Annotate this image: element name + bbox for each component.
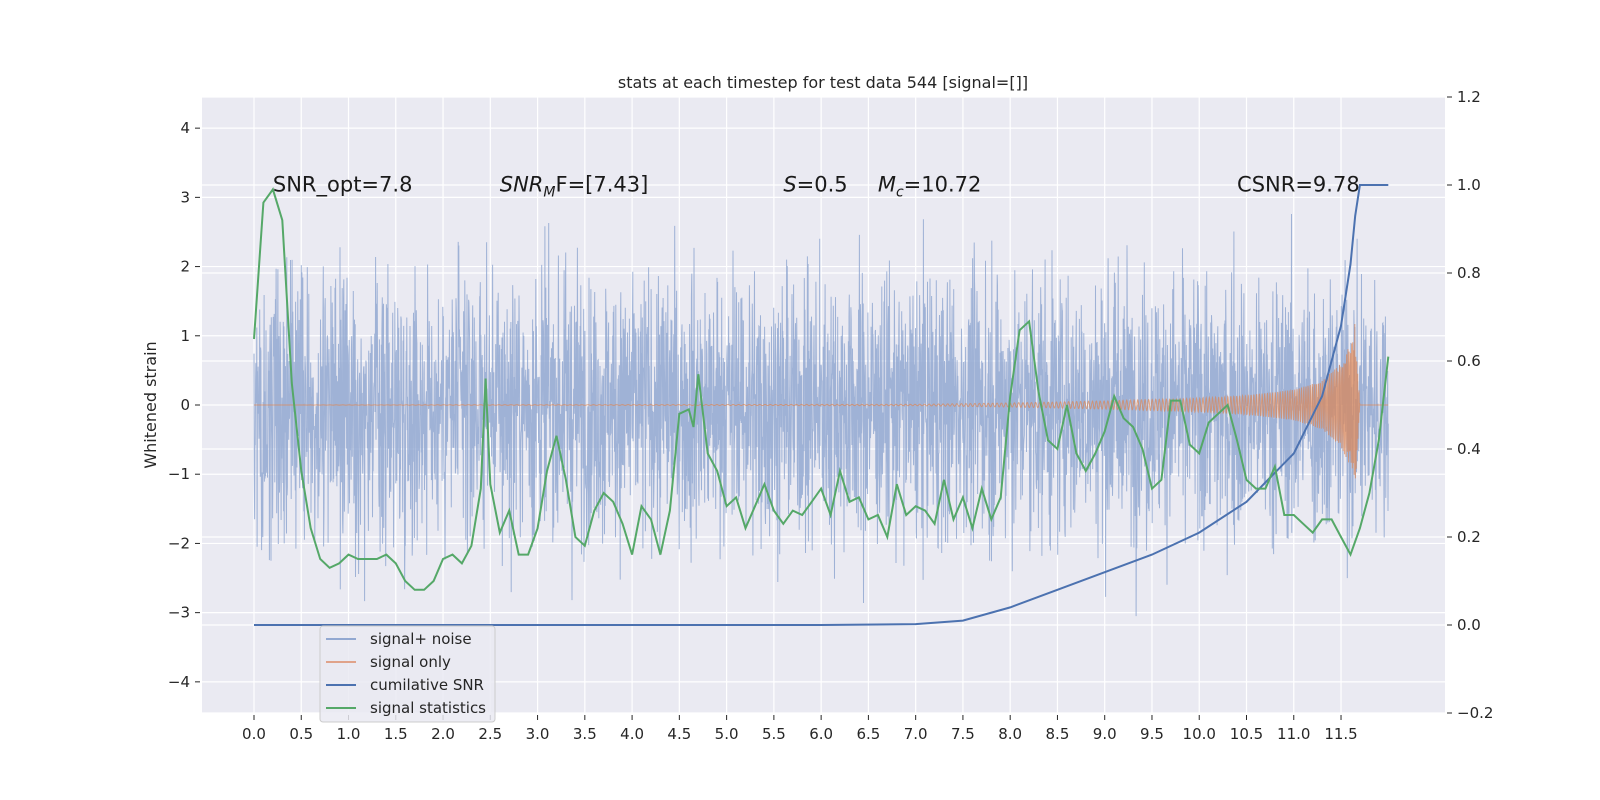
legend-label-signal-statistics: signal statistics [370, 699, 486, 717]
y2-tick-label-1: 0.0 [1457, 616, 1481, 634]
legend-label-signal-noise: signal+ noise [370, 630, 472, 648]
y2-tick-label-6: 1.0 [1457, 176, 1481, 194]
bottom-axis: 0.0 0.5 1.0 1.5 2.0 2.5 3.0 3.5 4.0 4.5 5.0 5.5 6.0 6… [242, 715, 1358, 743]
y-tick-label-7: 3 [180, 188, 190, 206]
y-tick-label-4: 0 [180, 396, 190, 414]
y2-tick-label-0: −0.2 [1457, 704, 1493, 722]
x-tick-label-8: 4.0 [620, 725, 644, 743]
y-tick-label-0: −4 [168, 673, 190, 691]
x-tick-label-21: 10.5 [1230, 725, 1263, 743]
legend-box [319, 625, 496, 723]
x-tick-label-16: 8.0 [998, 725, 1022, 743]
x-tick-label-12: 6.0 [809, 725, 833, 743]
x-tick-label-13: 6.5 [856, 725, 880, 743]
annotation-1: SNRMF=[7.43] [500, 173, 649, 201]
legend-label-signal-only: signal only [370, 653, 451, 671]
y-tick-label-5: 1 [180, 327, 190, 345]
annotation-2: S=0.5 [783, 173, 847, 197]
x-tick-label-3: 1.5 [384, 725, 408, 743]
legend: signal+ noise signal only cumilative SNR… [319, 625, 496, 723]
annotation-2-after: =0.5 [797, 173, 848, 197]
y-tick-label-8: 4 [180, 119, 190, 137]
x-tick-label-22: 11.0 [1277, 725, 1310, 743]
x-tick-label-0: 0.0 [242, 725, 266, 743]
series-signal-noise-line [253, 213, 1389, 617]
y-axis-label: Whitened strain [141, 341, 160, 468]
y2-tick-label-3: 0.4 [1457, 440, 1481, 458]
annotation-4-main: CSNR=9.78 [1237, 173, 1360, 197]
annotation-1-main: SNR [500, 173, 544, 197]
y-tick-label-3: −1 [168, 465, 190, 483]
x-tick-label-20: 10.0 [1183, 725, 1216, 743]
y-tick-label-6: 2 [180, 258, 190, 276]
annotation-3-main: M [878, 173, 896, 197]
series-layer [253, 184, 1390, 626]
x-tick-label-6: 3.0 [526, 725, 550, 743]
x-tick-label-15: 7.5 [951, 725, 975, 743]
x-tick-label-19: 9.5 [1140, 725, 1164, 743]
x-tick-label-5: 2.5 [478, 725, 502, 743]
chart-title: stats at each timestep for test data 544… [618, 73, 1028, 92]
x-tick-label-18: 9.0 [1093, 725, 1117, 743]
x-tick-label-1: 0.5 [289, 725, 313, 743]
x-tick-label-14: 7.0 [904, 725, 928, 743]
x-tick-label-4: 2.0 [431, 725, 455, 743]
x-tick-label-17: 8.5 [1046, 725, 1070, 743]
series-cumulative-snr-line [254, 184, 1389, 626]
x-tick-label-23: 11.5 [1324, 725, 1357, 743]
x-tick-label-7: 3.5 [573, 725, 597, 743]
y2-tick-label-2: 0.2 [1457, 528, 1481, 546]
annotation-4: CSNR=9.78 [1237, 173, 1360, 197]
annotation-2-main: S [783, 173, 796, 197]
y2-tick-label-4: 0.6 [1457, 352, 1481, 370]
left-axis: −4 −3 −2 −1 0 1 2 3 4 [168, 119, 200, 691]
annotation-3: Mc=10.72 [878, 173, 982, 201]
x-tick-label-10: 5.0 [715, 725, 739, 743]
right-axis: −0.2 0.0 0.2 0.4 0.6 0.8 1.0 1.2 [1447, 88, 1493, 722]
series-signal-statistics-line [253, 187, 1390, 591]
y2-tick-label-7: 1.2 [1457, 88, 1481, 106]
y2-tick-label-5: 0.8 [1457, 264, 1481, 282]
annotation-3-sub: c [896, 185, 904, 201]
annotation-0: SNR_opt=7.8 [273, 173, 413, 198]
annotation-1-sub: M [543, 185, 555, 201]
y-tick-label-2: −2 [168, 534, 190, 552]
series-signal-only-line [254, 323, 1389, 479]
legend-label-cumulative-snr: cumilative SNR [370, 676, 484, 694]
annotations: SNR_opt=7.8 SNRMF=[7.43] S=0.5 Mc=10.72 CSNR… [273, 173, 1360, 201]
annotation-0-main: SNR_opt=7.8 [273, 173, 413, 198]
x-tick-label-9: 4.5 [667, 725, 691, 743]
annotation-3-after: =10.72 [904, 173, 982, 197]
x-tick-label-2: 1.0 [337, 725, 361, 743]
y-tick-label-1: −3 [168, 604, 190, 622]
x-tick-label-11: 5.5 [762, 725, 786, 743]
annotation-1-after: F=[7.43] [555, 173, 648, 197]
